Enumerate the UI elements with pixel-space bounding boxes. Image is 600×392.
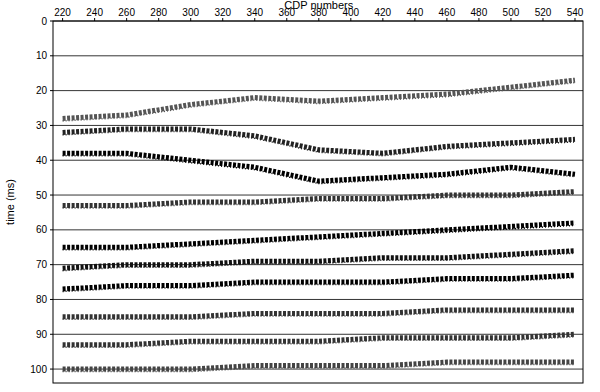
y-tick-label: 80: [36, 294, 48, 305]
x-tick-label: 360: [278, 7, 295, 18]
x-tick-label: 460: [439, 7, 456, 18]
reflector: [63, 334, 575, 344]
y-tick-label: 90: [36, 329, 48, 340]
y-tick-label: 10: [36, 50, 48, 61]
x-tick-label: 400: [342, 7, 359, 18]
grid-line: [53, 125, 583, 126]
reflector: [63, 310, 575, 317]
y-tick-label: 30: [36, 120, 48, 131]
reflector-wiggle: [63, 194, 575, 208]
x-tick-label: 440: [407, 7, 424, 18]
reflector-wiggle: [63, 312, 575, 319]
x-tick-label: 480: [471, 7, 488, 18]
x-tick-label: 300: [182, 7, 199, 18]
reflector-wiggle: [63, 365, 575, 372]
grid-line: [53, 334, 583, 335]
x-tick-label: 500: [503, 7, 520, 18]
y-tick-label: 20: [36, 85, 48, 96]
x-tick-label: 540: [567, 7, 584, 18]
y-tick-label: 0: [41, 16, 47, 27]
x-tick-label: 340: [246, 7, 263, 18]
y-tick-label: 40: [36, 155, 48, 166]
y-tick-label: 70: [36, 259, 48, 270]
reflector-wiggle: [63, 225, 575, 249]
reflector: [63, 80, 575, 118]
reflector: [63, 192, 575, 206]
chart: CDP numberstime (ms)22024026028030032034…: [0, 0, 600, 392]
reflector-wiggle: [63, 253, 575, 270]
x-tick-label: 520: [535, 7, 552, 18]
y-tick-label: 50: [36, 190, 48, 201]
grid-line: [53, 160, 583, 161]
x-tick-label: 320: [214, 7, 231, 18]
reflector: [63, 223, 575, 247]
reflector-wiggle: [63, 83, 575, 121]
reflector: [63, 362, 575, 369]
x-tick-label: 420: [375, 7, 392, 18]
x-tick-label: 220: [54, 7, 71, 18]
reflector: [63, 153, 575, 181]
reflector-wiggle: [63, 131, 575, 155]
x-tick-label: 280: [150, 7, 167, 18]
reflector: [63, 251, 575, 268]
x-tick-label: 380: [310, 7, 327, 18]
x-tick-label: 260: [118, 7, 135, 18]
plot-frame: [53, 21, 583, 383]
reflector-wiggle: [63, 337, 575, 347]
y-tick-label: 100: [30, 364, 47, 375]
x-tick-label: 240: [86, 7, 103, 18]
reflector: [63, 129, 575, 153]
reflector: [63, 275, 575, 289]
reflector-wiggle: [63, 278, 575, 292]
grid-line: [53, 299, 583, 300]
y-axis-title: time (ms): [4, 179, 16, 225]
y-tick-label: 60: [36, 224, 48, 235]
grid-line: [53, 55, 583, 56]
reflector-wiggle: [63, 156, 575, 184]
plot-area: [63, 80, 575, 371]
